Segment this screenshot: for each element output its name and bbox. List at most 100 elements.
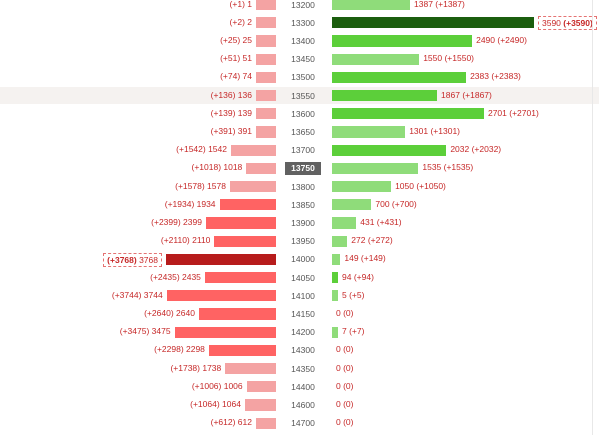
scrollbar[interactable] bbox=[592, 0, 599, 435]
call-bar[interactable] bbox=[332, 71, 467, 83]
row-highlight bbox=[0, 87, 599, 105]
put-bar[interactable] bbox=[198, 308, 276, 320]
put-bar[interactable] bbox=[256, 17, 276, 29]
strike-label: 14150 bbox=[291, 309, 315, 319]
call-value-label: 1550 (+1550) bbox=[423, 53, 475, 64]
put-value-label: (+2435) 2435 bbox=[150, 271, 201, 282]
call-bar[interactable] bbox=[332, 17, 534, 29]
call-value-label: 431 (+431) bbox=[360, 217, 402, 227]
put-bar[interactable] bbox=[214, 235, 276, 247]
strike-label: 14300 bbox=[291, 345, 315, 356]
call-bar[interactable] bbox=[332, 199, 372, 211]
call-bar[interactable] bbox=[332, 326, 338, 338]
put-bar[interactable] bbox=[204, 272, 276, 284]
strike-label: 14050 bbox=[291, 272, 315, 283]
call-value-label: 1387 (+1387) bbox=[414, 0, 465, 9]
call-bar[interactable] bbox=[332, 272, 338, 284]
put-bar[interactable] bbox=[208, 344, 276, 356]
call-value-label: 94 (+94) bbox=[342, 271, 374, 282]
put-bar[interactable] bbox=[230, 144, 276, 156]
strike-label: 13800 bbox=[291, 181, 315, 192]
strike-label: 14000 bbox=[291, 254, 315, 265]
put-value-label: (+612) 612 bbox=[210, 417, 252, 428]
put-value-label: (+1006) 1006 bbox=[191, 380, 243, 391]
put-bar[interactable] bbox=[219, 199, 276, 211]
put-value-label: (+2110) 2110 bbox=[160, 235, 211, 246]
call-value-label: 0 (0) bbox=[336, 380, 354, 391]
call-value-label: 1867 (+1867) bbox=[441, 89, 492, 100]
put-bar[interactable] bbox=[256, 71, 276, 83]
call-bar[interactable] bbox=[332, 162, 419, 174]
put-bar[interactable] bbox=[229, 181, 276, 193]
put-value-label: (+3744) 3744 bbox=[111, 289, 163, 300]
put-bar[interactable] bbox=[205, 217, 276, 229]
put-bar[interactable] bbox=[256, 35, 276, 47]
put-value-label: (+1934) 1934 bbox=[164, 198, 216, 209]
call-bar[interactable] bbox=[332, 253, 341, 265]
strike-label: 14350 bbox=[291, 363, 315, 374]
call-value-label: 700 (+700) bbox=[375, 198, 417, 209]
strike-label: 13500 bbox=[291, 72, 315, 83]
put-bar[interactable] bbox=[174, 326, 276, 338]
call-bar[interactable] bbox=[332, 126, 406, 138]
call-value-label: 2032 (+2032) bbox=[450, 144, 502, 155]
strike-label: 13550 bbox=[291, 90, 315, 101]
put-value-label: (+2640) 2640 bbox=[144, 308, 195, 318]
call-value-label: 2701 (+2701) bbox=[487, 107, 539, 118]
put-value-label: (+74) 74 bbox=[220, 71, 252, 82]
call-value-label: 7 (+7) bbox=[342, 326, 365, 337]
put-value-label: (+25) 25 bbox=[220, 35, 252, 45]
put-value-label: (+2399) 2399 bbox=[151, 217, 202, 227]
put-bar[interactable] bbox=[244, 399, 276, 411]
call-value-label: 2383 (+2383) bbox=[470, 71, 521, 82]
strike-label: 14100 bbox=[291, 290, 315, 301]
put-bar[interactable] bbox=[225, 363, 276, 375]
strike-label: 13950 bbox=[291, 236, 315, 247]
call-bar[interactable] bbox=[332, 235, 348, 247]
call-value-label: 1050 (+1050) bbox=[395, 180, 446, 191]
call-value-label: 1301 (+1301) bbox=[409, 126, 461, 136]
put-bar[interactable] bbox=[256, 126, 276, 138]
call-bar[interactable] bbox=[332, 181, 392, 193]
call-value-label: 2490 (+2490) bbox=[476, 35, 527, 45]
call-bar[interactable] bbox=[332, 90, 438, 102]
put-value-label: (+1542) 1542 bbox=[176, 144, 227, 155]
put-value-label: (+391) 391 bbox=[210, 126, 252, 136]
call-value-label: 0 (0) bbox=[336, 399, 354, 409]
call-value-label: 149 (+149) bbox=[344, 253, 386, 264]
call-bar[interactable] bbox=[332, 217, 357, 229]
put-bar[interactable] bbox=[246, 381, 276, 393]
put-value-label: (+3475) 3475 bbox=[119, 326, 171, 337]
call-value-label: 3590 (+3590) bbox=[538, 15, 597, 30]
call-value-label: 0 (0) bbox=[336, 344, 354, 355]
call-bar[interactable] bbox=[332, 108, 484, 120]
call-bar[interactable] bbox=[332, 35, 473, 47]
call-bar[interactable] bbox=[332, 144, 447, 156]
strike-label: 14400 bbox=[291, 381, 315, 392]
strike-label: 14700 bbox=[291, 418, 315, 429]
put-bar[interactable] bbox=[166, 253, 276, 265]
put-bar[interactable] bbox=[256, 0, 276, 11]
strike-label: 13400 bbox=[291, 36, 315, 46]
put-value-label: (+1738) 1738 bbox=[170, 362, 222, 373]
call-bar[interactable] bbox=[332, 53, 420, 65]
call-value-label: 5 (+5) bbox=[342, 289, 365, 300]
call-bar[interactable] bbox=[332, 290, 338, 302]
strike-label: 13850 bbox=[291, 199, 315, 210]
put-value-label: (+2) 2 bbox=[229, 16, 252, 27]
strike-label: 13700 bbox=[291, 145, 315, 156]
call-value-label: 0 (0) bbox=[336, 417, 354, 428]
call-value-label: 272 (+272) bbox=[351, 235, 393, 246]
put-value-label: (+139) 139 bbox=[210, 107, 252, 118]
put-bar[interactable] bbox=[256, 108, 276, 120]
put-value-label: (+1018) 1018 bbox=[191, 162, 243, 173]
call-bar[interactable] bbox=[332, 0, 411, 11]
put-bar[interactable] bbox=[256, 90, 276, 102]
put-bar[interactable] bbox=[166, 290, 276, 302]
put-bar[interactable] bbox=[256, 417, 276, 429]
put-bar[interactable] bbox=[256, 53, 276, 65]
strike-label: 14200 bbox=[291, 327, 315, 338]
put-bar[interactable] bbox=[246, 162, 276, 174]
put-value-label: (+1064) 1064 bbox=[190, 399, 241, 409]
strike-label: 13450 bbox=[291, 54, 315, 65]
